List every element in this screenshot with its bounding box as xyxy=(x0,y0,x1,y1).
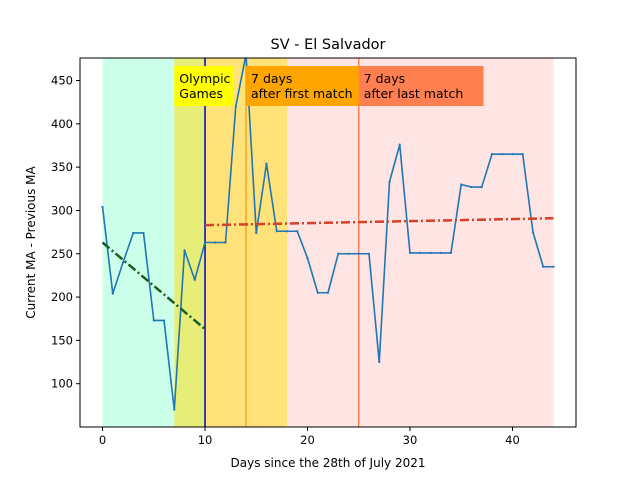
series-layer xyxy=(101,58,555,411)
data-point xyxy=(234,105,237,108)
data-point xyxy=(552,265,555,268)
chart-title: SV - El Salvador xyxy=(271,37,386,53)
shaded-region-0 xyxy=(102,58,175,427)
data-point xyxy=(408,251,412,254)
data-point xyxy=(183,249,186,252)
y-tick-label: 350 xyxy=(51,160,73,174)
data-point xyxy=(357,252,360,255)
data-point xyxy=(378,360,381,364)
x-tick-label: 30 xyxy=(403,433,418,447)
data-point xyxy=(214,241,217,244)
data-point xyxy=(511,153,514,156)
data-point xyxy=(398,143,401,146)
y-tick-label: 400 xyxy=(51,117,73,131)
data-point xyxy=(337,252,340,255)
data-point xyxy=(203,241,207,244)
annotation-box xyxy=(174,66,234,106)
y-tick-label: 250 xyxy=(51,247,73,261)
data-point xyxy=(224,241,227,244)
data-point xyxy=(316,291,319,294)
x-axis-ticks: 0 10 20 30 40 xyxy=(99,427,520,447)
data-point xyxy=(419,251,422,254)
data-point xyxy=(275,230,278,233)
data-point xyxy=(296,230,299,233)
annotation-text: after last match xyxy=(364,86,464,101)
y-tick-label: 200 xyxy=(51,290,73,304)
shaded-region-3 xyxy=(287,58,554,427)
data-point xyxy=(429,251,432,254)
data-point xyxy=(132,231,135,235)
trend-line-1 xyxy=(204,216,554,227)
x-tick-label: 20 xyxy=(300,433,315,447)
x-tick-label: 10 xyxy=(198,433,213,447)
data-point xyxy=(101,205,104,209)
y-tick-label: 100 xyxy=(51,377,73,391)
annotation-text: 7 days xyxy=(364,71,405,86)
annotation-text: 7 days xyxy=(251,71,292,86)
data-point xyxy=(285,230,289,233)
data-point xyxy=(460,183,463,186)
data-point xyxy=(449,251,453,254)
annotation-box xyxy=(358,66,484,106)
data-point xyxy=(347,252,350,255)
data-point xyxy=(306,256,309,260)
shaded-region-1 xyxy=(174,58,206,427)
data-point xyxy=(173,408,176,411)
plot-frame xyxy=(79,57,577,428)
x-axis-label: Days since the 28th of July 2021 xyxy=(231,456,426,470)
y-axis-label: Current MA - Previous MA xyxy=(24,165,38,318)
data-point xyxy=(265,162,268,165)
data-point xyxy=(162,319,166,322)
data-point xyxy=(111,292,114,295)
data-point xyxy=(326,291,330,294)
data-point xyxy=(255,231,258,235)
data-point xyxy=(490,153,494,156)
data-point xyxy=(439,251,442,254)
data-point xyxy=(470,185,473,189)
data-point xyxy=(531,231,535,234)
data-point xyxy=(152,319,155,322)
x-tick-label: 40 xyxy=(505,433,520,447)
data-point xyxy=(388,180,391,183)
data-point xyxy=(480,185,483,189)
trend-layer xyxy=(101,216,554,331)
annotation-box xyxy=(246,66,379,106)
data-point xyxy=(521,153,524,156)
trend-line-0 xyxy=(101,241,206,331)
x-tick-label: 0 xyxy=(99,433,106,447)
annotation-text: Games xyxy=(179,86,223,101)
data-point xyxy=(142,231,145,235)
data-point xyxy=(121,261,125,264)
y-tick-label: 150 xyxy=(51,333,73,347)
y-tick-label: 300 xyxy=(51,203,73,217)
y-tick-label: 450 xyxy=(51,74,73,88)
data-point xyxy=(367,252,371,255)
data-point xyxy=(193,278,196,281)
data-point xyxy=(501,153,504,156)
data-point xyxy=(542,265,545,268)
annotation-text: Olympic xyxy=(179,71,230,86)
annotation-text: after first match xyxy=(251,86,352,101)
y-axis-ticks: 100 150 200 250 300 350 400 450 xyxy=(51,74,80,391)
